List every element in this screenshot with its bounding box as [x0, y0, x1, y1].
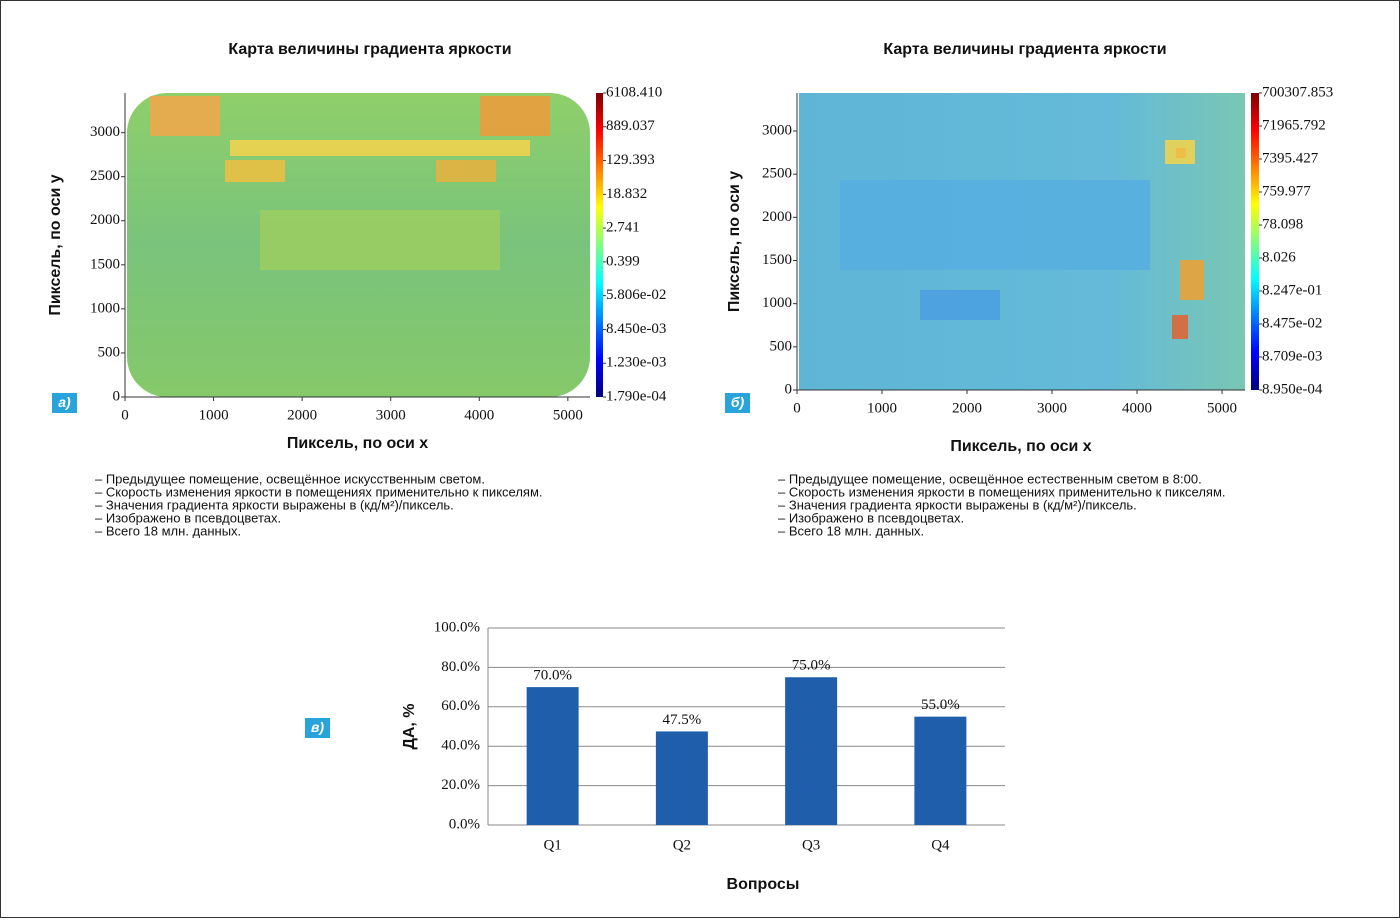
- x-tick-label: Q2: [673, 837, 691, 853]
- y-tick-label: 2500: [90, 168, 120, 184]
- x-tick-label: 2000: [287, 407, 317, 423]
- colorbar-tick-label: 71965.792: [1262, 117, 1326, 133]
- chart-title: Карта величины градиента яркости: [228, 41, 511, 58]
- y-tick-label: 3000: [90, 124, 120, 140]
- heatmap-region: [840, 180, 1150, 270]
- y-tick-label: 3000: [762, 122, 792, 138]
- x-tick-label: 5000: [553, 407, 583, 423]
- panel-tag: в): [311, 719, 324, 735]
- note: – Всего 18 млн. данных.: [778, 523, 924, 538]
- colorbar-tick-label: 759.977: [1262, 183, 1311, 199]
- colorbar-tick-label: 0.399: [606, 253, 640, 269]
- x-tick-label: 1000: [199, 407, 229, 423]
- chart-title: Карта величины градиента яркости: [883, 41, 1166, 58]
- colorbar-tick-label: 6108.410: [606, 84, 662, 100]
- y-tick-label: 60.0%: [441, 698, 480, 714]
- heatmap-region: [1180, 260, 1204, 300]
- heatmap-region: [150, 96, 220, 136]
- x-tick-label: 3000: [1037, 400, 1067, 416]
- colorbar-tick-label: 2.741: [606, 220, 640, 236]
- note: – Всего 18 млн. данных.: [95, 523, 241, 538]
- y-tick-label: 0.0%: [449, 816, 480, 832]
- colorbar-tick-label: 8.709e-03: [1262, 348, 1322, 364]
- colorbar-tick-label: 78.098: [1262, 216, 1303, 232]
- y-tick-label: 1000: [90, 300, 120, 316]
- colorbar-tick-label: 5.806e-02: [606, 287, 666, 303]
- y-tick-label: 500: [770, 338, 793, 354]
- x-tick-label: 0: [121, 407, 129, 423]
- colorbar-tick-label: 8.950e-04: [1262, 381, 1323, 397]
- value-label: 75.0%: [792, 658, 831, 674]
- panel-tag: а): [58, 394, 71, 410]
- colorbar-tick-label: 8.450e-03: [606, 321, 666, 337]
- y-tick-label: 2000: [762, 209, 792, 225]
- heatmap-region: [1165, 140, 1195, 164]
- heatmap-region: [230, 140, 530, 156]
- colorbar: [1251, 93, 1259, 390]
- heatmap-region: [225, 160, 285, 182]
- colorbar-tick-label: 8.475e-02: [1262, 315, 1322, 331]
- y-tick-label: 80.0%: [441, 659, 480, 675]
- heatmap-region: [436, 160, 496, 182]
- colorbar-tick-label: 8.026: [1262, 249, 1296, 265]
- x-tick-label: 3000: [376, 407, 406, 423]
- panel-tag: б): [731, 394, 745, 410]
- colorbar-tick-label: 1.790e-04: [606, 388, 667, 404]
- colorbar-tick-label: 18.832: [606, 186, 647, 202]
- value-label: 55.0%: [921, 697, 960, 713]
- x-axis-label: Пиксель, по оси x: [287, 435, 428, 452]
- y-tick-label: 1500: [762, 252, 792, 268]
- x-axis-label: Пиксель, по оси x: [950, 438, 1091, 455]
- bar: [785, 677, 837, 825]
- colorbar: [596, 93, 603, 397]
- bar: [527, 687, 579, 825]
- x-tick-label: 4000: [464, 407, 494, 423]
- y-tick-label: 2500: [762, 166, 792, 182]
- colorbar-tick-label: 129.393: [606, 152, 655, 168]
- colorbar-tick-label: 889.037: [606, 118, 655, 134]
- heatmap-region: [480, 96, 550, 136]
- figure: Карта величины градиента яркости 0 1000 200…: [0, 0, 1400, 918]
- y-tick-label: 40.0%: [441, 738, 480, 754]
- x-tick-label: Q4: [931, 837, 950, 853]
- value-label: 47.5%: [663, 712, 702, 728]
- bar: [914, 717, 966, 825]
- y-axis-label: Пиксель, по оси y: [726, 171, 743, 312]
- x-axis-label: Вопросы: [727, 876, 800, 893]
- colorbar-tick-label: 8.247e-01: [1262, 282, 1322, 298]
- bar: [656, 731, 708, 825]
- y-tick-label: 500: [98, 344, 121, 360]
- x-tick-label: 2000: [952, 400, 982, 416]
- colorbar-tick-label: 7395.427: [1262, 150, 1319, 166]
- value-label: 70.0%: [533, 668, 572, 684]
- x-tick-label: 0: [793, 400, 801, 416]
- y-tick-label: 2000: [90, 212, 120, 228]
- y-tick-label: 1500: [90, 256, 120, 272]
- y-tick-label: 0: [113, 388, 121, 404]
- y-tick-label: 20.0%: [441, 777, 480, 793]
- x-tick-label: 5000: [1207, 400, 1237, 416]
- x-tick-label: Q3: [802, 837, 820, 853]
- x-tick-label: Q1: [543, 837, 561, 853]
- heatmap-region: [260, 210, 500, 270]
- y-axis-label: Пиксель, по оси y: [47, 174, 64, 315]
- y-tick-label: 100.0%: [434, 619, 480, 635]
- colorbar-tick-label: 700307.853: [1262, 84, 1333, 100]
- y-tick-label: 0: [785, 381, 793, 397]
- heatmap-region: [920, 290, 1000, 320]
- y-axis-label: ДА, %: [401, 703, 418, 749]
- colorbar-tick-label: 1.230e-03: [606, 355, 666, 371]
- x-tick-label: 4000: [1122, 400, 1152, 416]
- heatmap-region: [1172, 315, 1188, 339]
- y-tick-label: 1000: [762, 295, 792, 311]
- x-tick-label: 1000: [867, 400, 897, 416]
